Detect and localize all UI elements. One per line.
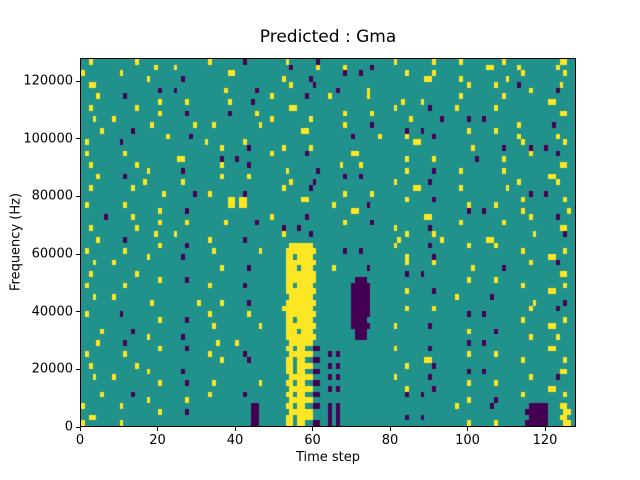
y-tick-label: 80000 (31, 188, 73, 204)
x-tick-label: 60 (304, 433, 321, 448)
x-tick-mark (544, 427, 546, 431)
x-tick-label: 120 (532, 433, 558, 448)
x-tick-label: 40 (226, 433, 244, 448)
x-tick-mark (467, 427, 468, 431)
x-tick-mark (79, 427, 81, 431)
x-tick-label: 20 (149, 433, 166, 448)
x-tick-mark (312, 427, 313, 431)
y-tick-mark (76, 253, 80, 255)
y-axis-label: Frequency (Hz) (8, 192, 24, 292)
x-tick-mark (389, 427, 391, 431)
x-axis-label: Time step (295, 450, 361, 465)
y-tick-mark (76, 368, 80, 370)
x-tick-label: 100 (455, 433, 480, 448)
chart-title: Predicted : Gma (259, 27, 397, 47)
plot-area (80, 58, 576, 427)
y-tick-mark (76, 195, 80, 197)
heatmap-canvas (81, 59, 575, 426)
x-tick-label: 0 (75, 433, 85, 448)
x-tick-mark (234, 427, 236, 431)
y-tick-label: 60000 (31, 246, 73, 262)
y-tick-mark (76, 426, 80, 428)
y-tick-label: 40000 (31, 304, 73, 320)
y-tick-mark (76, 311, 80, 313)
y-tick-label: 100000 (23, 131, 73, 147)
x-tick-label: 80 (381, 433, 399, 448)
y-tick-label: 0 (64, 419, 73, 435)
y-tick-label: 120000 (23, 73, 73, 89)
y-tick-mark (76, 80, 80, 82)
y-tick-mark (76, 138, 80, 140)
y-tick-label: 20000 (31, 361, 73, 377)
x-tick-mark (157, 427, 158, 431)
